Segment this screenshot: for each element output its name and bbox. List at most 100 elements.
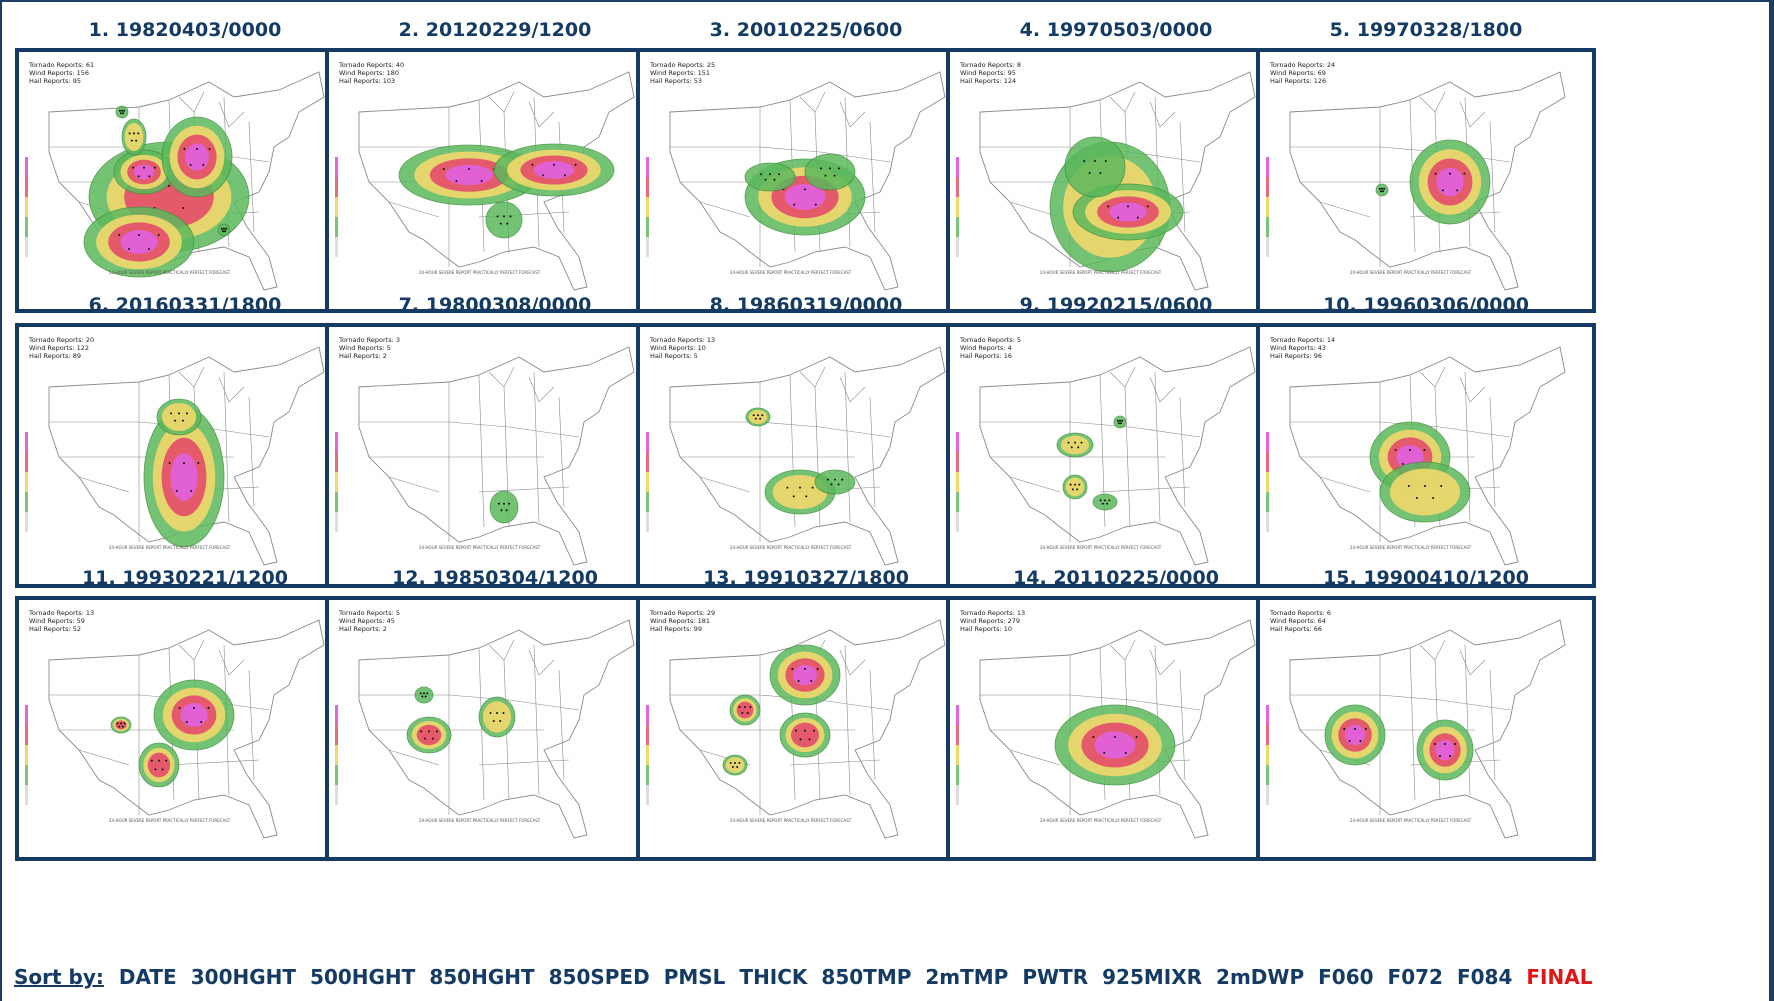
report-map-thumbnail[interactable]: Tornado Reports: 13 Wind Reports: 279 Hail… bbox=[946, 596, 1286, 861]
panel-title[interactable]: 9. 19920215/0600 bbox=[1019, 294, 1213, 316]
wind-report-count: Wind Reports: 59 bbox=[29, 617, 85, 625]
report-map-thumbnail[interactable]: Tornado Reports: 25 Wind Reports: 151 Hail… bbox=[636, 48, 976, 313]
probability-contour bbox=[736, 701, 754, 719]
report-map-thumbnail[interactable]: Tornado Reports: 13 Wind Reports: 59 Hail … bbox=[15, 596, 355, 861]
legend-swatch bbox=[646, 765, 649, 785]
sort-option-f084[interactable]: F084 bbox=[1456, 965, 1513, 989]
map-footer-text: 24-HOUR SEVERE REPORT PRACTICALLY PERFEC… bbox=[109, 545, 231, 550]
report-dot bbox=[500, 509, 503, 512]
report-dot bbox=[804, 188, 806, 191]
sort-option-925mixr[interactable]: 925MIXR bbox=[1102, 965, 1203, 989]
legend-swatch bbox=[25, 157, 28, 177]
legend-swatch bbox=[956, 472, 959, 492]
report-dot bbox=[119, 112, 122, 115]
report-dot bbox=[778, 173, 780, 176]
panel-title[interactable]: 7. 19800308/0000 bbox=[398, 294, 592, 316]
panel-title[interactable]: 3. 20010225/0600 bbox=[709, 19, 903, 41]
report-dot bbox=[1117, 422, 1120, 425]
report-dot bbox=[200, 721, 203, 723]
legend-swatch bbox=[1266, 492, 1269, 512]
sort-option-f072[interactable]: F072 bbox=[1387, 965, 1443, 989]
report-dot bbox=[193, 707, 195, 709]
sort-option-final[interactable]: FINAL bbox=[1526, 965, 1593, 989]
panel-title[interactable]: 15. 19900410/1200 bbox=[1323, 567, 1529, 589]
tornado-report-count: Tornado Reports: 13 bbox=[959, 609, 1025, 617]
report-dot bbox=[189, 164, 192, 166]
sort-option-2mtmp[interactable]: 2mTMP bbox=[925, 965, 1009, 989]
report-map-thumbnail[interactable]: Tornado Reports: 5 Wind Reports: 45 Hail R… bbox=[325, 596, 665, 861]
report-map-thumbnail[interactable]: Tornado Reports: 5 Wind Reports: 4 Hail Re… bbox=[946, 323, 1286, 588]
report-dot bbox=[574, 163, 577, 166]
report-dot bbox=[826, 478, 829, 481]
panel-title[interactable]: 5. 19970328/1800 bbox=[1329, 19, 1523, 41]
report-map-thumbnail[interactable]: Tornado Reports: 13 Wind Reports: 10 Hail … bbox=[636, 323, 976, 588]
sort-option-850tmp[interactable]: 850TMP bbox=[821, 965, 912, 989]
report-dot bbox=[123, 722, 126, 725]
state-border bbox=[1109, 91, 1176, 128]
hail-report-count: Hail Reports: 53 bbox=[650, 77, 702, 85]
report-dot bbox=[1067, 441, 1070, 444]
probability-contour bbox=[482, 701, 512, 733]
sort-option-500hght[interactable]: 500HGHT bbox=[310, 965, 416, 989]
report-map-thumbnail[interactable]: Tornado Reports: 14 Wind Reports: 43 Hail … bbox=[1256, 323, 1596, 588]
state-border bbox=[178, 639, 245, 676]
sort-option-thick[interactable]: THICK bbox=[739, 965, 808, 989]
report-dot bbox=[824, 174, 827, 177]
report-map-thumbnail[interactable]: Tornado Reports: 61 Wind Reports: 156 Hail… bbox=[15, 48, 355, 313]
panel-title[interactable]: 13. 19910327/1800 bbox=[703, 567, 909, 589]
legend-swatch bbox=[646, 785, 649, 805]
panel-title[interactable]: 12. 19850304/1200 bbox=[392, 567, 598, 589]
report-dot bbox=[197, 462, 200, 464]
report-map-thumbnail[interactable]: Tornado Reports: 29 Wind Reports: 181 Hail… bbox=[636, 596, 976, 861]
report-dot bbox=[797, 680, 800, 682]
probability-contour bbox=[445, 164, 493, 186]
report-dot bbox=[174, 419, 177, 422]
sort-option-pmsl[interactable]: PMSL bbox=[663, 965, 726, 989]
report-map-thumbnail[interactable]: Tornado Reports: 6 Wind Reports: 64 Hail R… bbox=[1256, 596, 1596, 861]
report-dot bbox=[1382, 190, 1385, 193]
report-map-thumbnail[interactable]: Tornado Reports: 24 Wind Reports: 69 Hail … bbox=[1256, 48, 1596, 313]
sort-option-pwtr[interactable]: PWTR bbox=[1022, 965, 1089, 989]
panel-title[interactable]: 14. 20110225/0000 bbox=[1013, 567, 1219, 589]
sort-option-f060[interactable]: F060 bbox=[1318, 965, 1374, 989]
legend-swatch bbox=[1266, 745, 1269, 765]
report-map-thumbnail[interactable]: Tornado Reports: 40 Wind Reports: 180 Hail… bbox=[325, 48, 665, 313]
report-map-thumbnail[interactable]: Tornado Reports: 20 Wind Reports: 122 Hail… bbox=[15, 323, 355, 588]
tornado-report-count: Tornado Reports: 29 bbox=[649, 609, 715, 617]
report-dot bbox=[121, 109, 123, 112]
panel-title[interactable]: 1. 19820403/0000 bbox=[88, 19, 282, 41]
map-footer-text: 24-HOUR SEVERE REPORT PRACTICALLY PERFEC… bbox=[1350, 270, 1472, 275]
probability-contour bbox=[1113, 415, 1127, 429]
panel-title[interactable]: 4. 19970503/0000 bbox=[1019, 19, 1213, 41]
panel-title[interactable]: 2. 20120229/1200 bbox=[398, 19, 592, 41]
report-dot bbox=[421, 695, 424, 698]
report-dot bbox=[1146, 205, 1149, 208]
sort-option-300hght[interactable]: 300HGHT bbox=[190, 965, 297, 989]
sort-option-850hght[interactable]: 850HGHT bbox=[429, 965, 535, 989]
report-dot bbox=[810, 680, 813, 682]
state-border bbox=[488, 366, 555, 403]
state-border bbox=[1419, 366, 1486, 403]
sort-label[interactable]: Sort by: bbox=[14, 965, 104, 989]
report-dot bbox=[442, 168, 445, 170]
sort-option-2mdwp[interactable]: 2mDWP bbox=[1216, 965, 1305, 989]
sort-option-850sped[interactable]: 850SPED bbox=[548, 965, 650, 989]
panel-title[interactable]: 8. 19860319/0000 bbox=[709, 294, 903, 316]
legend-swatch bbox=[335, 745, 338, 765]
legend-swatch bbox=[335, 177, 338, 197]
state-border bbox=[1289, 619, 1566, 839]
panel-title[interactable]: 6. 20160331/1800 bbox=[88, 294, 282, 316]
map-footer-text: 24-HOUR SEVERE REPORT PRACTICALLY PERFEC… bbox=[419, 270, 541, 275]
report-map-thumbnail[interactable]: Tornado Reports: 8 Wind Reports: 95 Hail R… bbox=[946, 48, 1286, 313]
report-map-thumbnail[interactable]: Tornado Reports: 3 Wind Reports: 5 Hail Re… bbox=[325, 323, 665, 588]
panel-title[interactable]: 11. 19930221/1200 bbox=[82, 567, 288, 589]
state-border bbox=[48, 619, 325, 839]
hail-report-count: Hail Reports: 99 bbox=[650, 625, 702, 633]
panel-title[interactable]: 10. 19960306/0000 bbox=[1323, 294, 1529, 316]
legend-swatch bbox=[646, 512, 649, 532]
sort-option-date[interactable]: DATE bbox=[118, 965, 177, 989]
tornado-report-count: Tornado Reports: 40 bbox=[338, 61, 404, 69]
report-dot bbox=[1456, 189, 1459, 192]
